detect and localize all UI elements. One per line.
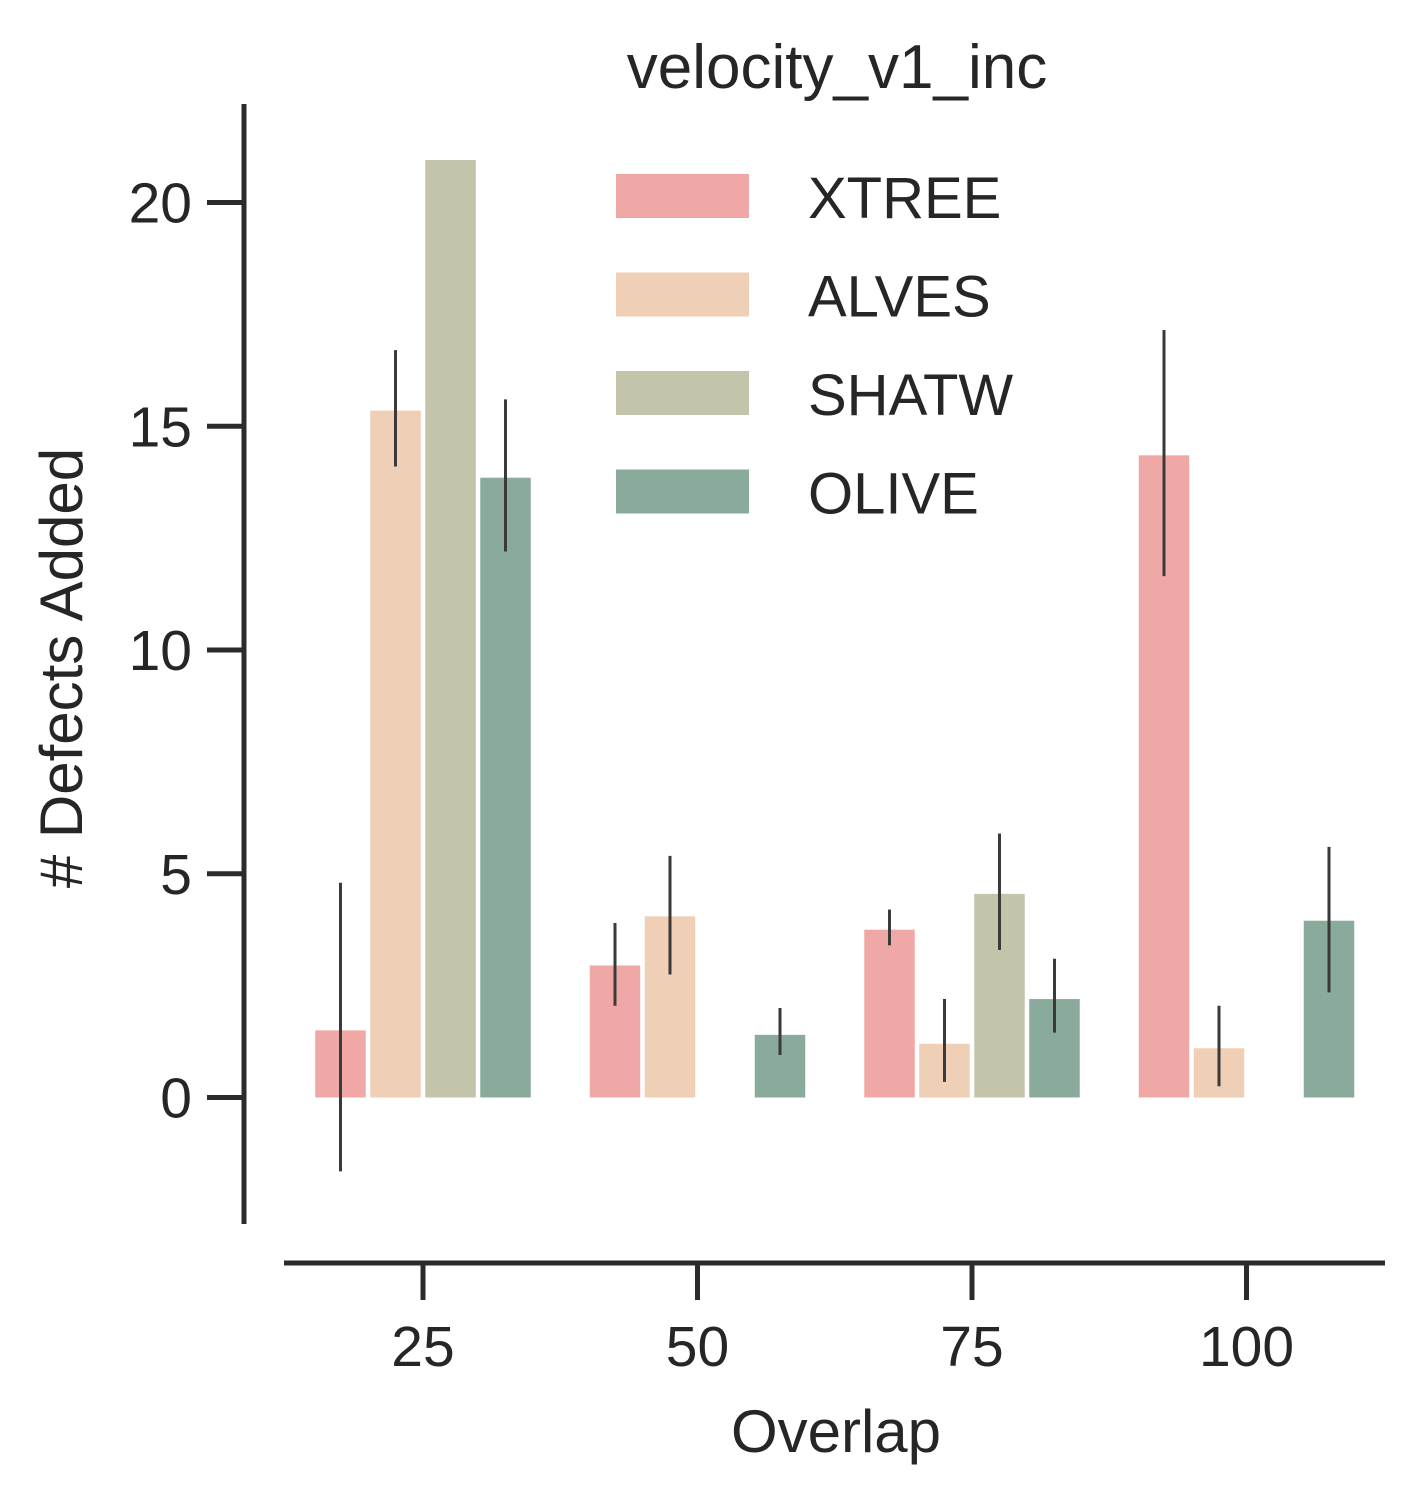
bar-xtree-75: [864, 929, 915, 1098]
x-tick-label: 100: [1199, 1315, 1294, 1379]
legend: XTREE ALVES SHATW OLIVE: [616, 166, 1013, 527]
legend-swatch-alves: [616, 272, 749, 317]
bar-olive-25: [480, 477, 531, 1098]
y-tick-label: 15: [129, 395, 192, 459]
y-tick-label: 10: [129, 619, 192, 683]
legend-label-olive: OLIVE: [808, 462, 979, 527]
error-bars-group: [339, 330, 1331, 1172]
y-tick-label: 20: [129, 172, 192, 236]
x-tick-label: 75: [940, 1315, 1003, 1379]
legend-swatch-olive: [616, 469, 749, 514]
x-tick-label: 25: [391, 1315, 454, 1379]
axes-group: 0 5 10 15 20 25 50 75 100: [129, 104, 1385, 1379]
x-axis-label: Overlap: [731, 1398, 941, 1465]
y-tick-label: 5: [160, 843, 192, 907]
y-tick-label: 0: [160, 1067, 192, 1131]
legend-label-alves: ALVES: [808, 265, 991, 330]
y-axis-label: # Defects Added: [28, 448, 95, 888]
chart-title: velocity_v1_inc: [627, 33, 1047, 102]
x-tick-label: 50: [666, 1315, 729, 1379]
legend-swatch-shatw: [616, 371, 749, 415]
legend-swatch-xtree: [616, 174, 749, 218]
bar-alves-25: [370, 410, 421, 1098]
legend-label-shatw: SHATW: [808, 363, 1013, 428]
bar-shatw-25: [425, 159, 476, 1098]
legend-label-xtree: XTREE: [808, 166, 1001, 231]
